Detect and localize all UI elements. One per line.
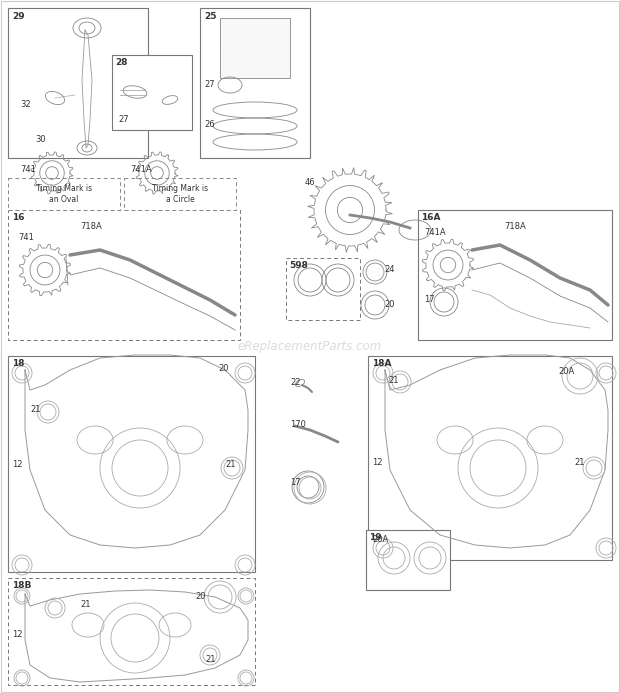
Text: 29: 29 [12,12,25,21]
Text: 20A: 20A [372,535,388,544]
Text: 22: 22 [290,378,301,387]
Text: 12: 12 [372,458,383,467]
Text: 741: 741 [20,165,36,174]
Text: 21: 21 [225,460,236,469]
Text: 27: 27 [118,115,128,124]
Bar [418,210,612,340]
Text: 18A: 18A [372,359,391,368]
Bar [124,178,236,210]
Text: 21: 21 [80,600,91,609]
Bar [112,55,192,130]
Bar [8,578,255,685]
Text: 30: 30 [35,135,46,144]
Text: 718A: 718A [80,222,102,231]
Text: eReplacementParts.com: eReplacementParts.com [238,340,382,353]
Text: 16: 16 [12,213,25,222]
Bar [220,18,290,78]
Bar [286,258,360,320]
Text: 16A: 16A [421,213,440,222]
Bar [200,8,310,158]
Text: Timing Mark is
an Oval: Timing Mark is an Oval [36,184,92,204]
Text: 21: 21 [388,376,399,385]
Text: 17: 17 [290,478,301,487]
Text: 18: 18 [12,359,25,368]
Bar [368,356,612,560]
Text: 21: 21 [205,655,216,664]
Bar [8,8,148,158]
Text: 741A: 741A [424,228,446,237]
Text: Timing Mark is
a Circle: Timing Mark is a Circle [152,184,208,204]
Text: 19: 19 [369,533,382,542]
Text: 32: 32 [20,100,30,109]
Text: 46: 46 [305,178,316,187]
Text: 20: 20 [195,592,205,601]
Text: 20: 20 [218,364,229,373]
Text: 12: 12 [12,630,22,639]
Bar [8,178,120,210]
Text: 26: 26 [204,120,215,129]
Text: 18B: 18B [12,581,32,590]
Text: 741A: 741A [130,165,152,174]
Text: 27: 27 [204,80,215,89]
Bar [366,530,450,590]
Bar [8,356,255,572]
Bar [8,210,240,340]
Text: 21: 21 [574,458,585,467]
Text: 12: 12 [12,460,22,469]
Text: 20: 20 [384,300,394,309]
Text: 170: 170 [290,420,306,429]
Text: 718A: 718A [504,222,526,231]
Text: 24: 24 [384,265,394,274]
Text: 21: 21 [30,405,40,414]
Text: 598: 598 [289,261,308,270]
Text: 25: 25 [204,12,216,21]
Text: 741: 741 [18,233,34,242]
Text: 28: 28 [115,58,128,67]
Text: 17: 17 [424,295,435,304]
Text: 20A: 20A [558,367,574,376]
